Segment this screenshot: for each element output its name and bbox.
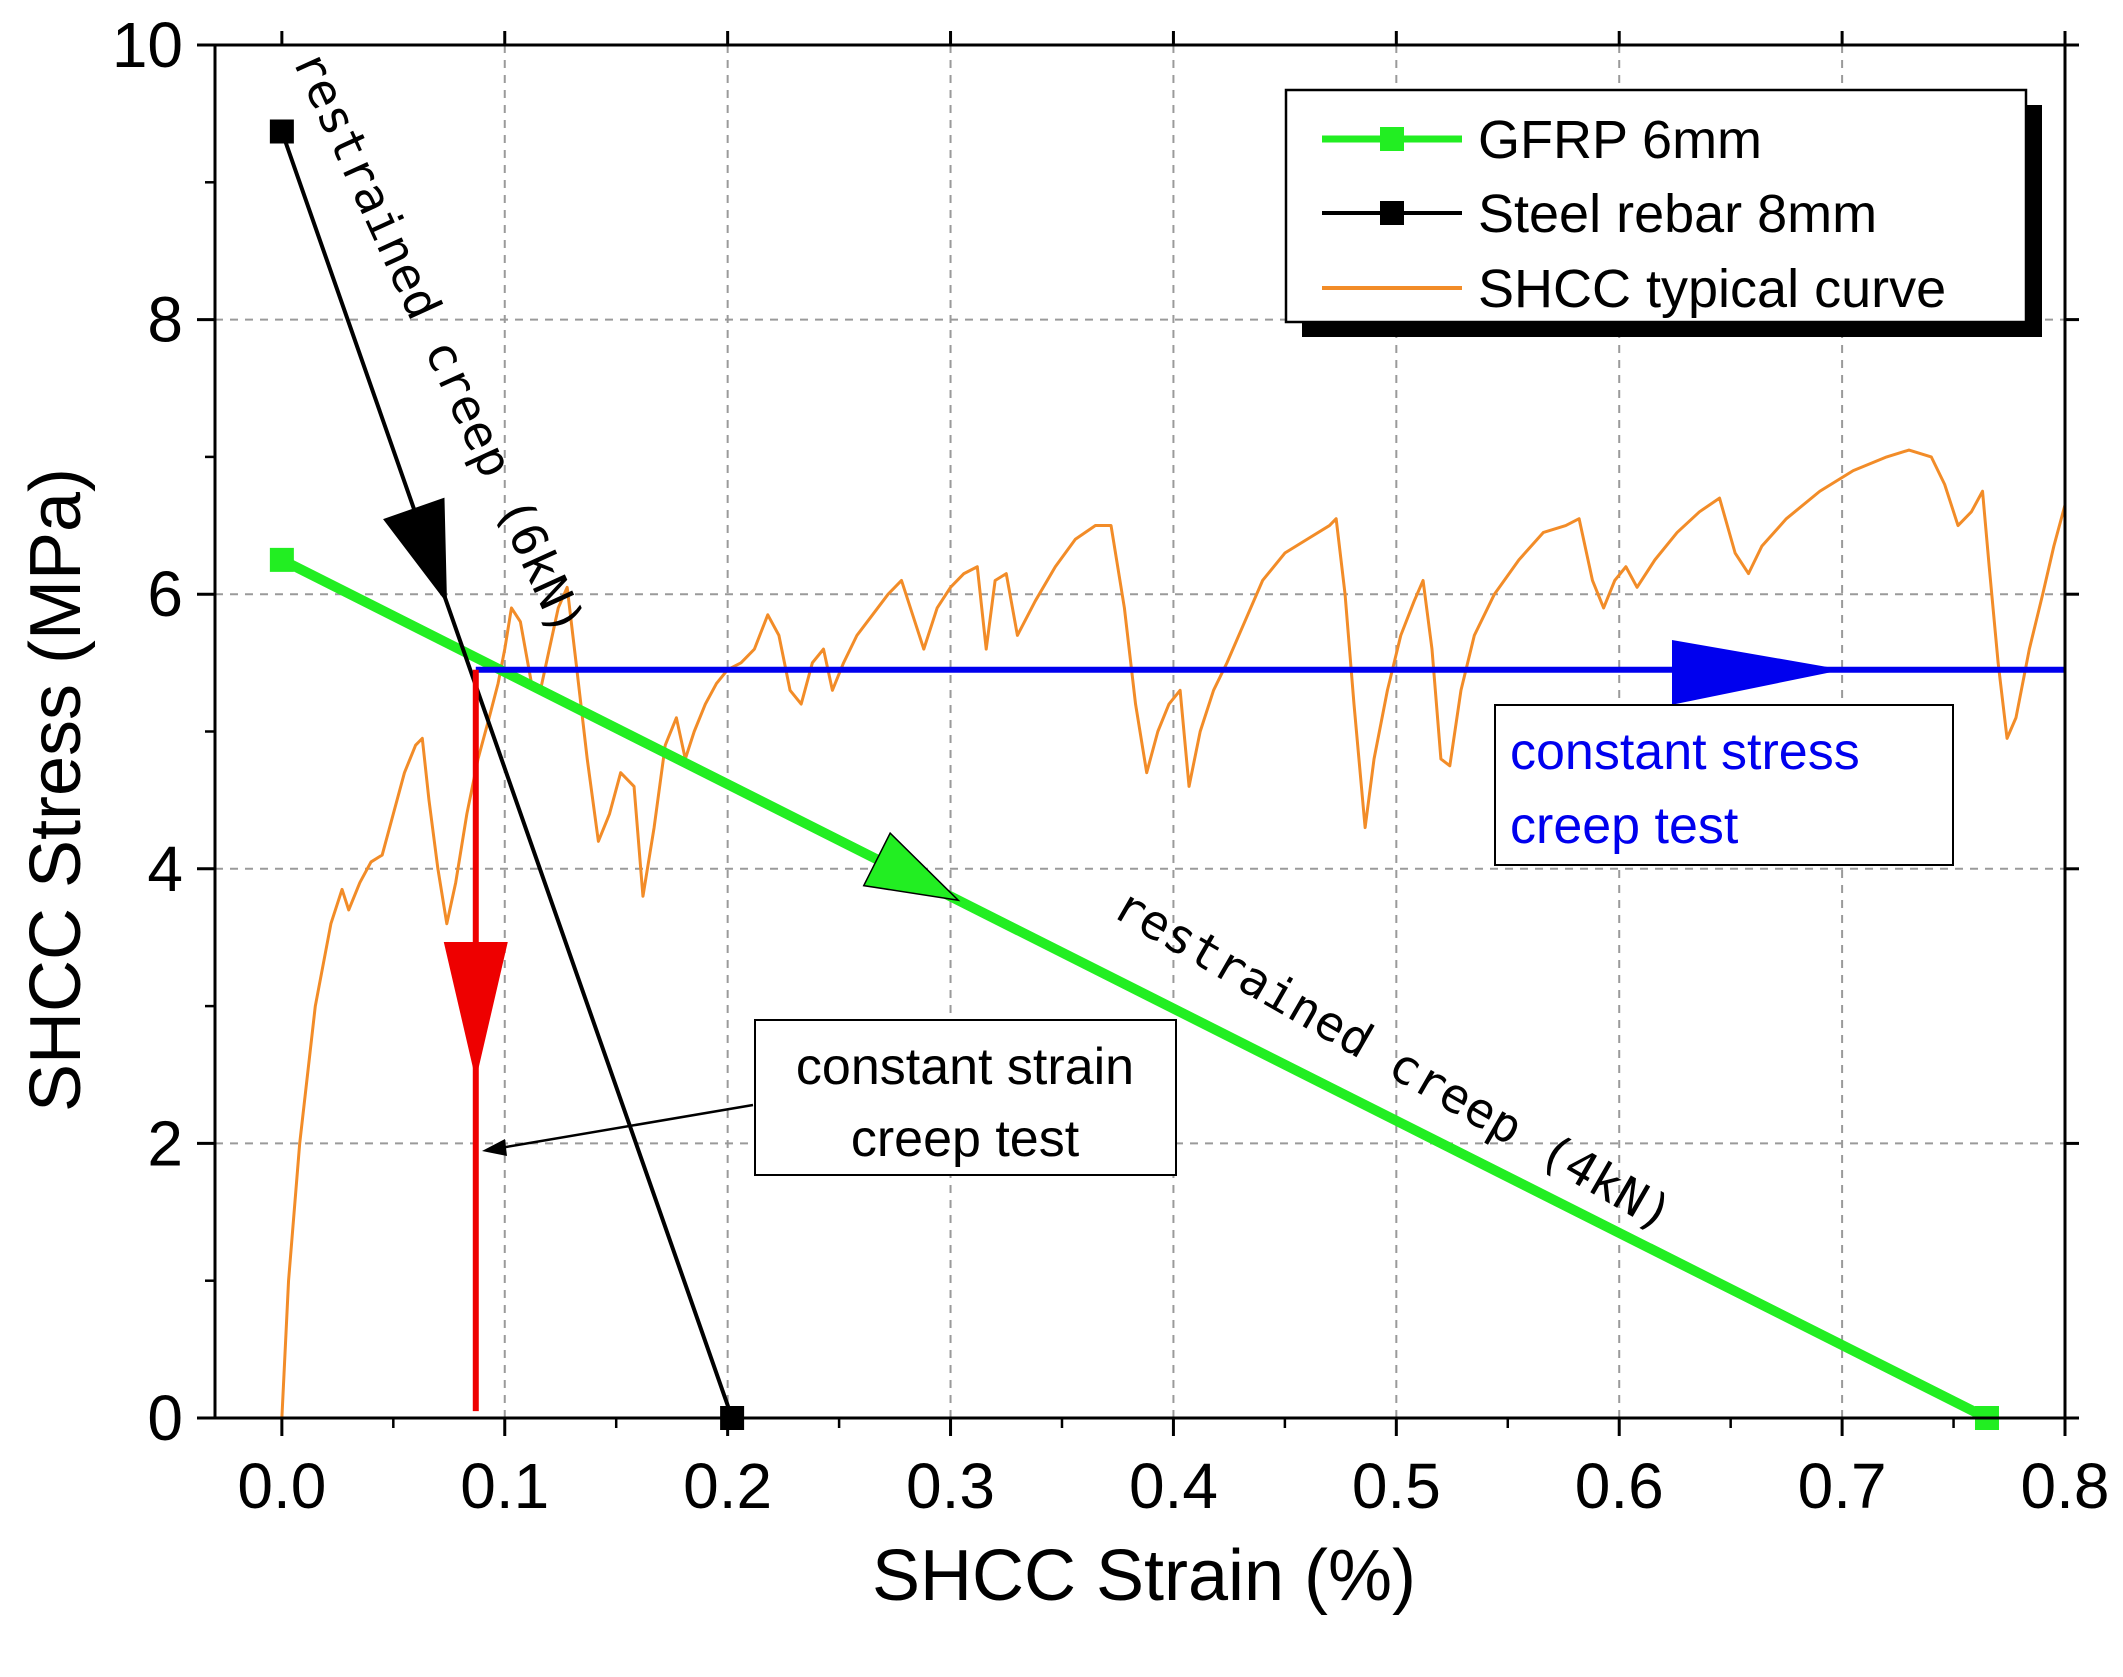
constant-stress-arrowhead xyxy=(1672,640,1843,705)
guide-layer xyxy=(443,640,2065,1412)
x-tick-label: 0.7 xyxy=(1798,1450,1887,1522)
y-tick-label: 2 xyxy=(147,1107,183,1179)
y-axis-title: SHCC Stress (MPa) xyxy=(16,468,96,1112)
plot-frame xyxy=(213,43,2067,1420)
series-line-steel xyxy=(279,130,734,1419)
series-line-gfrp xyxy=(279,555,1990,1423)
constant-stress-label-line1: constant stress xyxy=(1510,723,1860,781)
steel-direction-arrow xyxy=(383,497,448,604)
constant-strain-arrowhead xyxy=(443,942,508,1080)
x-tick-label: 0.4 xyxy=(1129,1450,1218,1522)
x-tick-label: 0.6 xyxy=(1575,1450,1664,1522)
constant-strain-label-line1: constant strain xyxy=(796,1038,1134,1096)
x-tick-label: 0.8 xyxy=(2021,1450,2110,1522)
series-layer xyxy=(269,119,2067,1430)
axes: 0.0 0.1 0.2 0.3 0.4 0.5 0.6 0.7 0.8 0 2 4 6 8 10 xyxy=(112,9,2110,1522)
legend-entry-gfrp: GFRP 6mm xyxy=(1322,110,1762,170)
y-tick-label: 8 xyxy=(147,284,183,356)
legend: GFRP 6mm Steel rebar 8mm SHCC typical cu… xyxy=(1284,88,2042,337)
legend-label-gfrp: GFRP 6mm xyxy=(1478,110,1762,170)
y-tick-label: 10 xyxy=(112,9,183,81)
constant-strain-pointer-arrow xyxy=(482,1103,754,1156)
constant-stress-label-box: constant stress creep test xyxy=(1494,704,1954,866)
series-marker-gfrp xyxy=(269,547,294,572)
legend-label-steel: Steel rebar 8mm xyxy=(1478,184,1877,244)
x-tick-label: 0.0 xyxy=(237,1450,326,1522)
x-tick-label: 0.1 xyxy=(460,1450,549,1522)
annotation-restrained-creep-4kn: restrained creep (4kN) xyxy=(1104,877,1683,1243)
x-tick-label: 0.3 xyxy=(906,1450,995,1522)
constant-strain-label-box: constant strain creep test xyxy=(754,1019,1177,1176)
x-tick-label: 0.5 xyxy=(1352,1450,1441,1522)
gfrp-direction-arrow xyxy=(862,831,961,902)
y-tick-label: 6 xyxy=(147,558,183,630)
constant-strain-label-line2: creep test xyxy=(851,1110,1080,1168)
x-axis-title: SHCC Strain (%) xyxy=(872,1536,1416,1616)
constant-stress-label-line2: creep test xyxy=(1510,797,1739,855)
legend-entry-steel: Steel rebar 8mm xyxy=(1322,184,1877,244)
x-tick-label: 0.2 xyxy=(683,1450,772,1522)
y-tick-label: 0 xyxy=(147,1382,183,1454)
legend-entry-shcc: SHCC typical curve xyxy=(1322,259,1946,319)
legend-label-shcc: SHCC typical curve xyxy=(1478,259,1946,319)
y-tick-label: 4 xyxy=(147,833,183,905)
series-line-shcc xyxy=(280,448,2067,1419)
series-marker-steel xyxy=(269,119,294,144)
